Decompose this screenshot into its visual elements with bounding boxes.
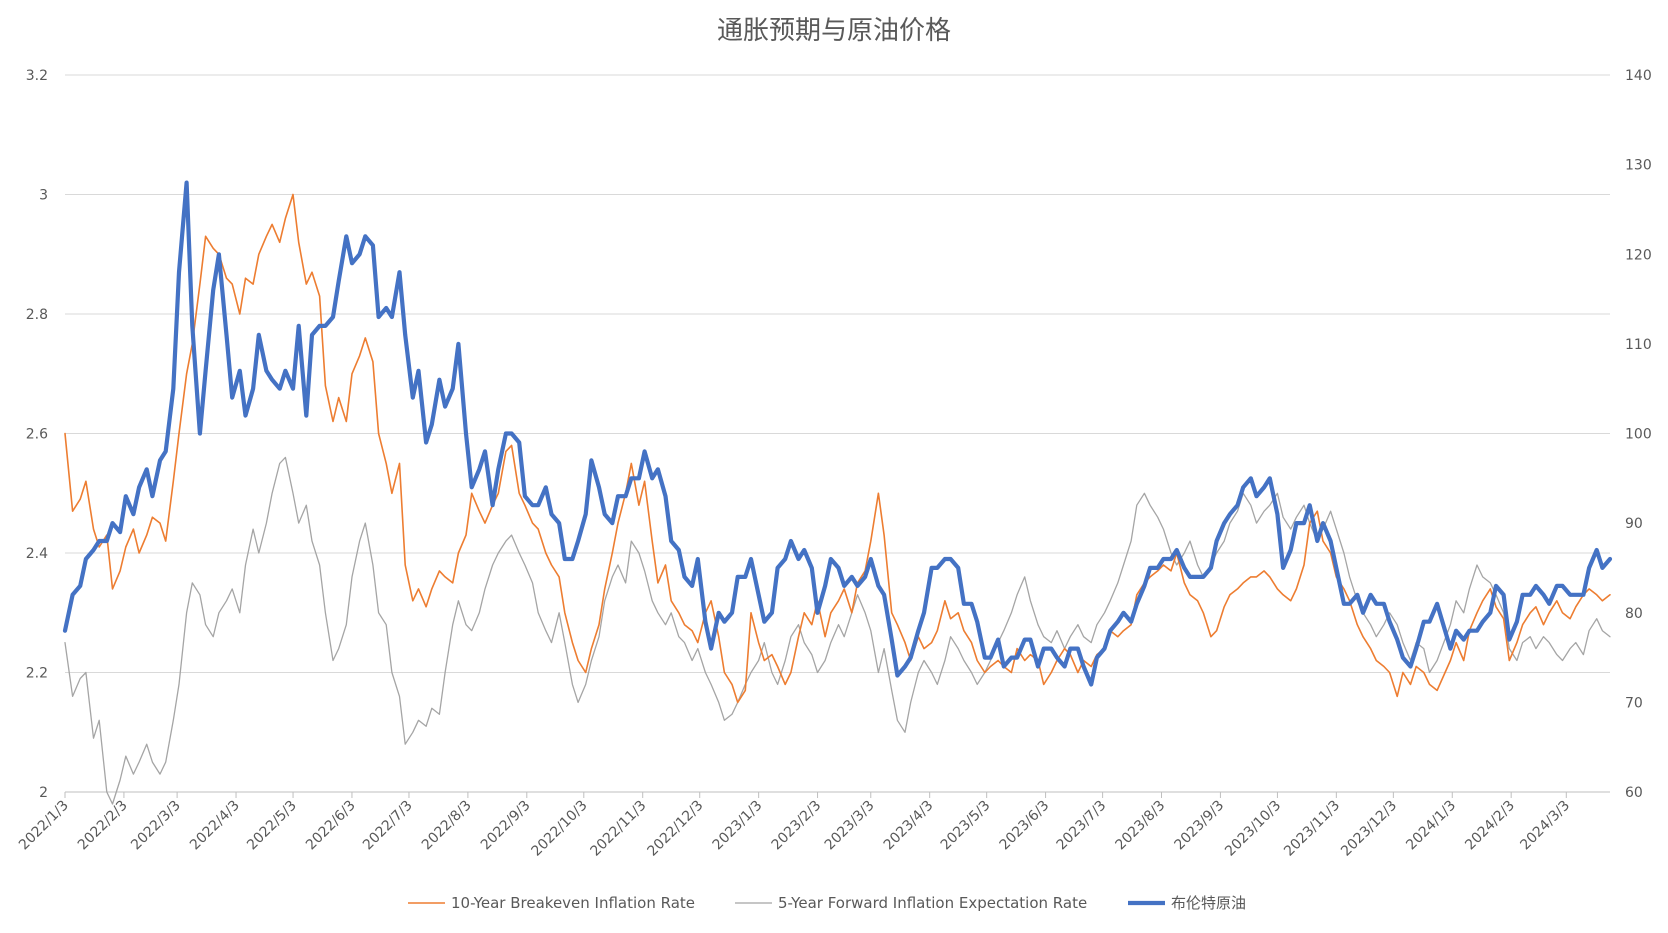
y-right-tick-label: 130 (1625, 158, 1652, 174)
x-tick-label: 2022/8/3 (419, 798, 475, 854)
y-right-tick-label: 60 (1625, 785, 1643, 801)
y-left-tick-label: 3.2 (26, 68, 48, 84)
x-tick-label: 2022/4/3 (187, 798, 243, 854)
x-tick-label: 2022/2/3 (75, 798, 131, 854)
x-tick-label: 2022/9/3 (478, 798, 534, 854)
y-left-tick-label: 3 (39, 188, 48, 204)
y-left-axis-ticks: 2 2.2 2.4 2.6 2.8 3 3.2 (26, 68, 48, 801)
x-tick-label: 2023/4/3 (881, 798, 937, 854)
x-tick-label: 2022/1/3 (16, 798, 72, 854)
y-right-axis-ticks: 60 70 80 90 100 110 120 130 140 (1625, 68, 1652, 801)
y-right-tick-label: 80 (1625, 606, 1643, 622)
legend-item: 5-Year Forward Inflation Expectation Rat… (735, 894, 1087, 912)
x-tick-label: 2024/2/3 (1462, 798, 1518, 854)
x-tick-label: 2022/11/3 (587, 798, 649, 860)
x-tick-label: 2023/6/3 (997, 798, 1053, 854)
y-left-tick-label: 2.2 (26, 666, 48, 682)
y-left-tick-label: 2.8 (26, 307, 48, 323)
x-tick-label: 2022/5/3 (244, 798, 300, 854)
x-tick-label: 2023/12/3 (1338, 798, 1400, 860)
legend: 10-Year Breakeven Inflation Rate 5-Year F… (408, 894, 1246, 912)
y-left-tick-label: 2 (39, 785, 48, 801)
x-tick-label: 2023/2/3 (769, 798, 825, 854)
x-tick-label: 2024/3/3 (1517, 798, 1573, 854)
x-tick-label: 2022/12/3 (644, 798, 706, 860)
y-right-tick-label: 90 (1625, 516, 1643, 532)
x-tick-label: 2023/11/3 (1281, 798, 1343, 860)
x-tick-label: 2022/10/3 (529, 798, 591, 860)
x-tick-label: 2023/10/3 (1222, 798, 1284, 860)
y-right-tick-label: 70 (1625, 695, 1643, 711)
x-tick-label: 2022/3/3 (128, 798, 184, 854)
x-tick-label: 2022/7/3 (360, 798, 416, 854)
legend-label: 10-Year Breakeven Inflation Rate (451, 894, 695, 912)
series-lines (62, 180, 1613, 805)
series-line-0 (64, 193, 1611, 704)
series-line-2 (62, 180, 1613, 687)
legend-item: 布伦特原油 (1128, 894, 1246, 912)
x-tick-label: 2023/1/3 (710, 798, 766, 854)
legend-label: 5-Year Forward Inflation Expectation Rat… (778, 894, 1087, 912)
y-left-tick-label: 2.6 (26, 427, 48, 443)
y-left-tick-label: 2.4 (26, 546, 48, 562)
x-tick-label: 2022/6/3 (303, 798, 359, 854)
x-tick-label: 2023/7/3 (1054, 798, 1110, 854)
legend-item: 10-Year Breakeven Inflation Rate (408, 894, 695, 912)
x-tick-label: 2023/8/3 (1113, 798, 1169, 854)
series-line-1 (64, 456, 1611, 805)
x-tick-label: 2024/1/3 (1403, 798, 1459, 854)
x-tick-label: 2023/5/3 (938, 798, 994, 854)
grid-lines (65, 74, 1610, 793)
x-tick-label: 2023/9/3 (1171, 798, 1227, 854)
y-right-tick-label: 140 (1625, 68, 1652, 84)
legend-label: 布伦特原油 (1171, 894, 1246, 912)
chart-title: 通胀预期与原油价格 (717, 16, 951, 46)
y-right-tick-label: 100 (1625, 427, 1652, 443)
y-right-tick-label: 120 (1625, 247, 1652, 263)
x-tick-label: 2023/3/3 (822, 798, 878, 854)
y-right-tick-label: 110 (1625, 337, 1652, 353)
